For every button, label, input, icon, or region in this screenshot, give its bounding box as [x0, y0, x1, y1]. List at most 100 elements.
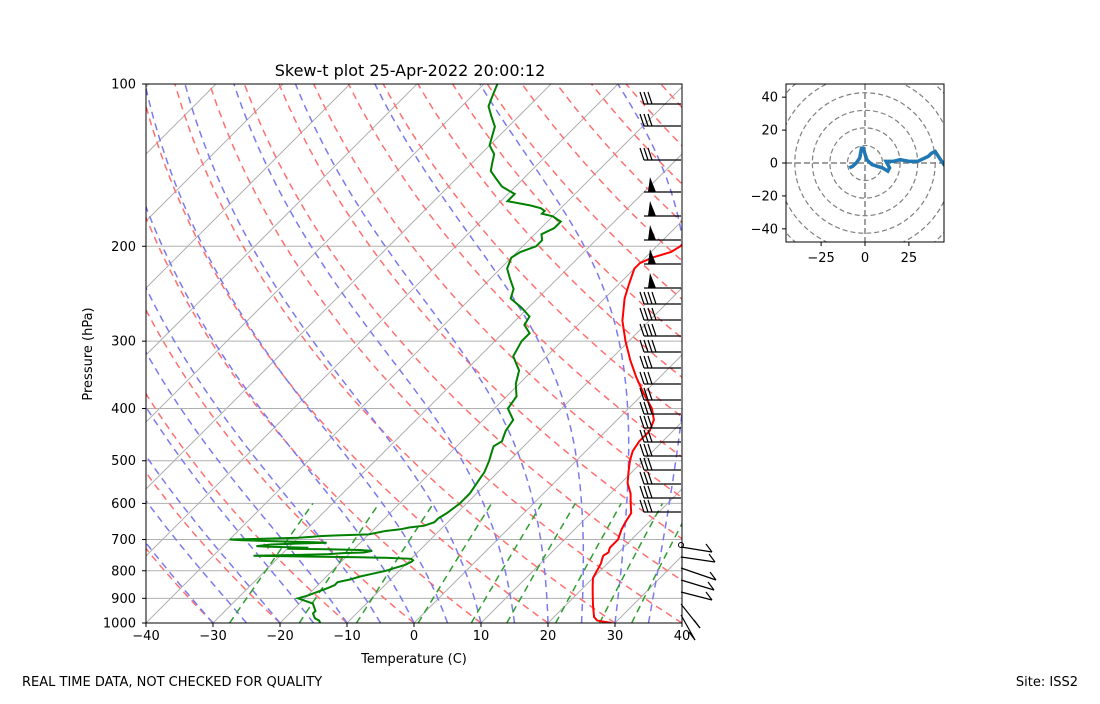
hodograph-y-tick-label: 0	[770, 157, 778, 172]
moist-adiabat-line	[185, 84, 481, 623]
moist-adiabat-line	[682, 84, 769, 623]
wind-barb-staff	[681, 557, 715, 562]
x-tick-label: 40	[674, 629, 691, 644]
hodograph-x-tick-label: −25	[807, 251, 834, 266]
hodograph-y-tick-label: −40	[751, 222, 778, 237]
y-tick-label: 300	[111, 335, 136, 350]
wind-barb-pennant	[648, 201, 656, 216]
x-tick-label: −20	[266, 629, 293, 644]
wind-barb-feather	[644, 92, 648, 104]
chart-title: Skew-t plot 25-Apr-2022 20:00:12	[275, 61, 546, 80]
dry-adiabat-line	[383, 84, 1017, 623]
wind-barb-feather	[640, 356, 644, 368]
isotherm-line	[0, 84, 417, 623]
wind-barb-feather	[644, 486, 648, 498]
y-tick-label: 900	[111, 592, 136, 607]
isotherm-line	[0, 84, 283, 623]
hodograph-ring	[812, 110, 917, 215]
calm-wind-circle	[679, 543, 684, 548]
moist-adiabat-line	[0, 84, 213, 623]
wind-barb-feather	[644, 500, 648, 512]
moist-adiabat-line	[34, 84, 313, 623]
y-tick-label: 700	[111, 533, 136, 548]
wind-barb-feather	[640, 402, 644, 414]
wind-barb-feather	[648, 340, 652, 352]
mixing-ratio-line	[600, 503, 663, 623]
wind-barb-feather	[648, 356, 652, 368]
wind-barb-feather	[640, 148, 644, 160]
dry-adiabat-line	[591, 84, 1100, 623]
hodograph-y-tick-label: 40	[761, 91, 778, 106]
wind-barb-feather	[648, 388, 652, 400]
isotherm-line	[0, 84, 216, 623]
wind-barb-feather	[648, 486, 652, 498]
mixing-ratio-line	[632, 503, 693, 623]
isotherm-line	[79, 84, 618, 623]
dry-adiabat-line	[522, 84, 1100, 623]
dry-adiabat-line	[765, 84, 1100, 623]
wind-barb-feather	[644, 292, 648, 304]
dry-adiabat-line	[1, 84, 280, 623]
wind-barb-feather	[648, 292, 652, 304]
hodograph-y-tick-label: 20	[761, 124, 778, 139]
hodograph-x-tick-label: 0	[861, 251, 869, 266]
wind-barb-staff	[681, 547, 712, 552]
moist-adiabat-line	[112, 84, 415, 623]
temperature-profile-line	[593, 84, 910, 623]
wind-barb-feather	[640, 372, 644, 384]
hodograph-y-tick-label: −20	[751, 189, 778, 204]
wind-barb-feather	[648, 308, 652, 320]
footer-site: Site: ISS2	[1016, 675, 1078, 690]
wind-barb-staff	[681, 568, 716, 580]
x-tick-label: −40	[132, 629, 159, 644]
isotherm-line	[749, 84, 1100, 623]
dry-adiabat-line	[314, 84, 883, 623]
dry-adiabat-line	[0, 84, 213, 623]
isotherm-line	[615, 84, 1100, 623]
dry-adiabat-line	[626, 84, 1100, 623]
wind-barb-feather	[644, 372, 648, 384]
wind-barb-feather	[648, 324, 652, 336]
hodograph-x-tick-label: 25	[901, 251, 918, 266]
wind-barb-feather	[694, 620, 700, 628]
wind-barb-feather	[652, 292, 656, 304]
dry-adiabat-line	[349, 84, 951, 623]
wind-barb-feather	[644, 308, 648, 320]
isotherm-line	[481, 84, 1020, 623]
wind-barb-feather	[644, 472, 648, 484]
wind-barb-feather	[648, 372, 652, 384]
x-tick-label: 30	[607, 629, 624, 644]
dry-adiabat-line	[696, 84, 1100, 623]
y-tick-label: 1000	[103, 617, 136, 632]
dry-adiabat-line	[661, 84, 1100, 623]
y-tick-label: 600	[111, 497, 136, 512]
hodograph-ticks: −25 0 25 −40 −20 0 20 40	[751, 91, 918, 266]
wind-barb-feather	[644, 402, 648, 414]
wind-barb-pennant	[648, 177, 656, 192]
wind-barb-feather	[640, 486, 644, 498]
moist-adiabat-line	[375, 84, 584, 623]
moist-adiabat-line	[480, 84, 629, 623]
y-tick-label: 500	[111, 454, 136, 469]
dry-adiabat-line	[418, 84, 1084, 623]
isotherm-line	[280, 84, 819, 623]
hodograph-plot	[760, 58, 971, 269]
wind-barb-feather	[648, 148, 652, 160]
wind-barb-feather	[644, 458, 648, 470]
hodograph-axes: −25 0 25 −40 −20 0 20 40	[751, 58, 971, 269]
x-axis-label: Temperature (C)	[360, 652, 467, 667]
wind-barb-pennant	[648, 225, 656, 240]
wind-barb-feather	[652, 324, 656, 336]
y-axis-label: Pressure (hPa)	[81, 307, 96, 400]
y-tick-label: 100	[111, 78, 136, 93]
x-tick-label: −30	[199, 629, 226, 644]
wind-barb-feather	[648, 500, 652, 512]
wind-barb-feather	[640, 308, 644, 320]
dry-adiabat-line	[557, 84, 1100, 623]
y-tick-label: 200	[111, 240, 136, 255]
wind-barb-feather	[640, 472, 644, 484]
